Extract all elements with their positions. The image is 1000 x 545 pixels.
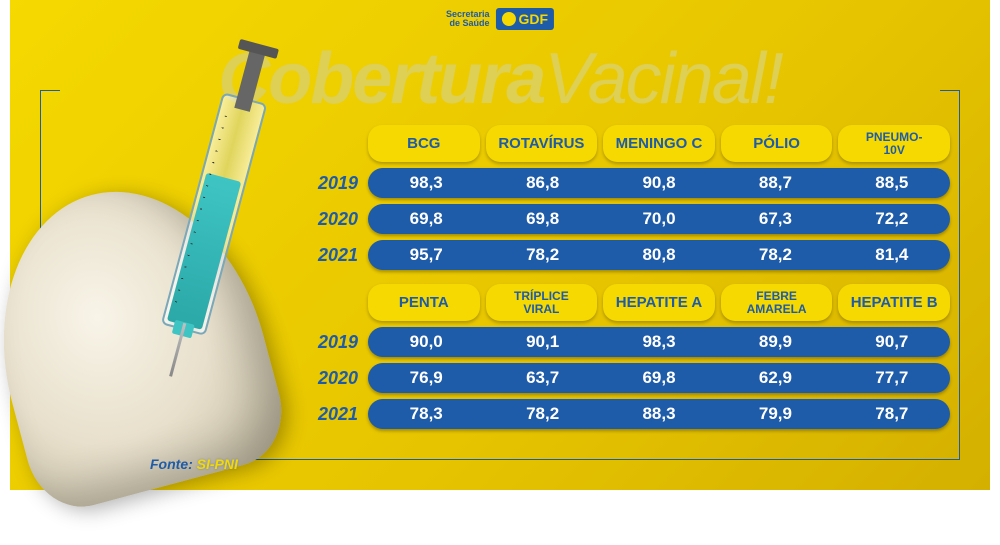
coverage-value: 90,1 — [484, 332, 600, 352]
year-label: 2021 — [310, 245, 368, 266]
vaccine-header-cell: ROTAVÍRUS — [486, 125, 598, 162]
coverage-value: 89,9 — [717, 332, 833, 352]
coverage-value: 62,9 — [717, 368, 833, 388]
coverage-value: 69,8 — [368, 209, 484, 229]
coverage-value: 78,2 — [717, 245, 833, 265]
vaccine-header-cell: BCG — [368, 125, 480, 162]
coverage-value: 90,7 — [834, 332, 950, 352]
coverage-value: 81,4 — [834, 245, 950, 265]
coverage-value: 70,0 — [601, 209, 717, 229]
org-name: Secretaria de Saúde — [446, 10, 490, 28]
vaccine-header-cell: FEBRE AMARELA — [721, 284, 833, 321]
table-row: 201998,386,890,888,788,5 — [310, 168, 950, 198]
year-label: 2020 — [310, 368, 368, 389]
vaccine-header-cell: HEPATITE A — [603, 284, 715, 321]
data-pill: 69,869,870,067,372,2 — [368, 204, 950, 234]
coverage-value: 69,8 — [484, 209, 600, 229]
coverage-value: 78,3 — [368, 404, 484, 424]
table-row: 202076,963,769,862,977,7 — [310, 363, 950, 393]
coverage-value: 80,8 — [601, 245, 717, 265]
table-row: 202178,378,288,379,978,7 — [310, 399, 950, 429]
coverage-value: 98,3 — [601, 332, 717, 352]
sun-icon — [501, 12, 515, 26]
coverage-value: 79,9 — [717, 404, 833, 424]
coverage-value: 86,8 — [484, 173, 600, 193]
data-pill: 90,090,198,389,990,7 — [368, 327, 950, 357]
gov-logo: GDF — [495, 8, 554, 30]
vaccine-header-cell: MENINGO C — [603, 125, 715, 162]
data-pill: 78,378,288,379,978,7 — [368, 399, 950, 429]
coverage-value: 72,2 — [834, 209, 950, 229]
coverage-value: 90,8 — [601, 173, 717, 193]
coverage-value: 95,7 — [368, 245, 484, 265]
vaccine-header-row: BCGROTAVÍRUSMENINGO CPÓLIOPNEUMO- 10V — [368, 125, 950, 162]
syringe-icon — [161, 92, 268, 336]
syringe-illustration — [20, 70, 330, 490]
vaccine-header-row: PENTATRÍPLICE VIRALHEPATITE AFEBRE AMARE… — [368, 284, 950, 321]
vaccine-header-cell: PÓLIO — [721, 125, 833, 162]
coverage-value: 78,2 — [484, 245, 600, 265]
main-title: CoberturaVacinal! — [10, 38, 990, 120]
coverage-value: 69,8 — [601, 368, 717, 388]
title-light: Vacinal! — [544, 39, 781, 119]
source-footer: Fonte: SI-PNI — [150, 456, 238, 472]
year-label: 2019 — [310, 332, 368, 353]
vaccine-header-cell: HEPATITE B — [838, 284, 950, 321]
table-row: 201990,090,198,389,990,7 — [310, 327, 950, 357]
vaccine-header-cell: PNEUMO- 10V — [838, 125, 950, 162]
coverage-value: 78,7 — [834, 404, 950, 424]
coverage-value: 63,7 — [484, 368, 600, 388]
coverage-value: 90,0 — [368, 332, 484, 352]
coverage-value: 78,2 — [484, 404, 600, 424]
vaccine-header-cell: TRÍPLICE VIRAL — [486, 284, 598, 321]
coverage-value: 76,9 — [368, 368, 484, 388]
coverage-value: 88,3 — [601, 404, 717, 424]
coverage-value: 98,3 — [368, 173, 484, 193]
glove-icon — [0, 161, 294, 518]
coverage-table: BCGROTAVÍRUSMENINGO CPÓLIOPNEUMO- 10V201… — [310, 125, 950, 435]
vaccine-header-cell: PENTA — [368, 284, 480, 321]
data-pill: 95,778,280,878,281,4 — [368, 240, 950, 270]
year-label: 2021 — [310, 404, 368, 425]
infographic-frame: Secretaria de Saúde GDF CoberturaVacinal… — [10, 0, 990, 490]
coverage-value: 88,7 — [717, 173, 833, 193]
coverage-value: 77,7 — [834, 368, 950, 388]
coverage-value: 88,5 — [834, 173, 950, 193]
header-logo: Secretaria de Saúde GDF — [446, 8, 554, 30]
year-label: 2020 — [310, 209, 368, 230]
coverage-value: 67,3 — [717, 209, 833, 229]
year-label: 2019 — [310, 173, 368, 194]
title-bold: Cobertura — [218, 39, 544, 119]
table-row: 202195,778,280,878,281,4 — [310, 240, 950, 270]
data-pill: 76,963,769,862,977,7 — [368, 363, 950, 393]
table-row: 202069,869,870,067,372,2 — [310, 204, 950, 234]
data-pill: 98,386,890,888,788,5 — [368, 168, 950, 198]
